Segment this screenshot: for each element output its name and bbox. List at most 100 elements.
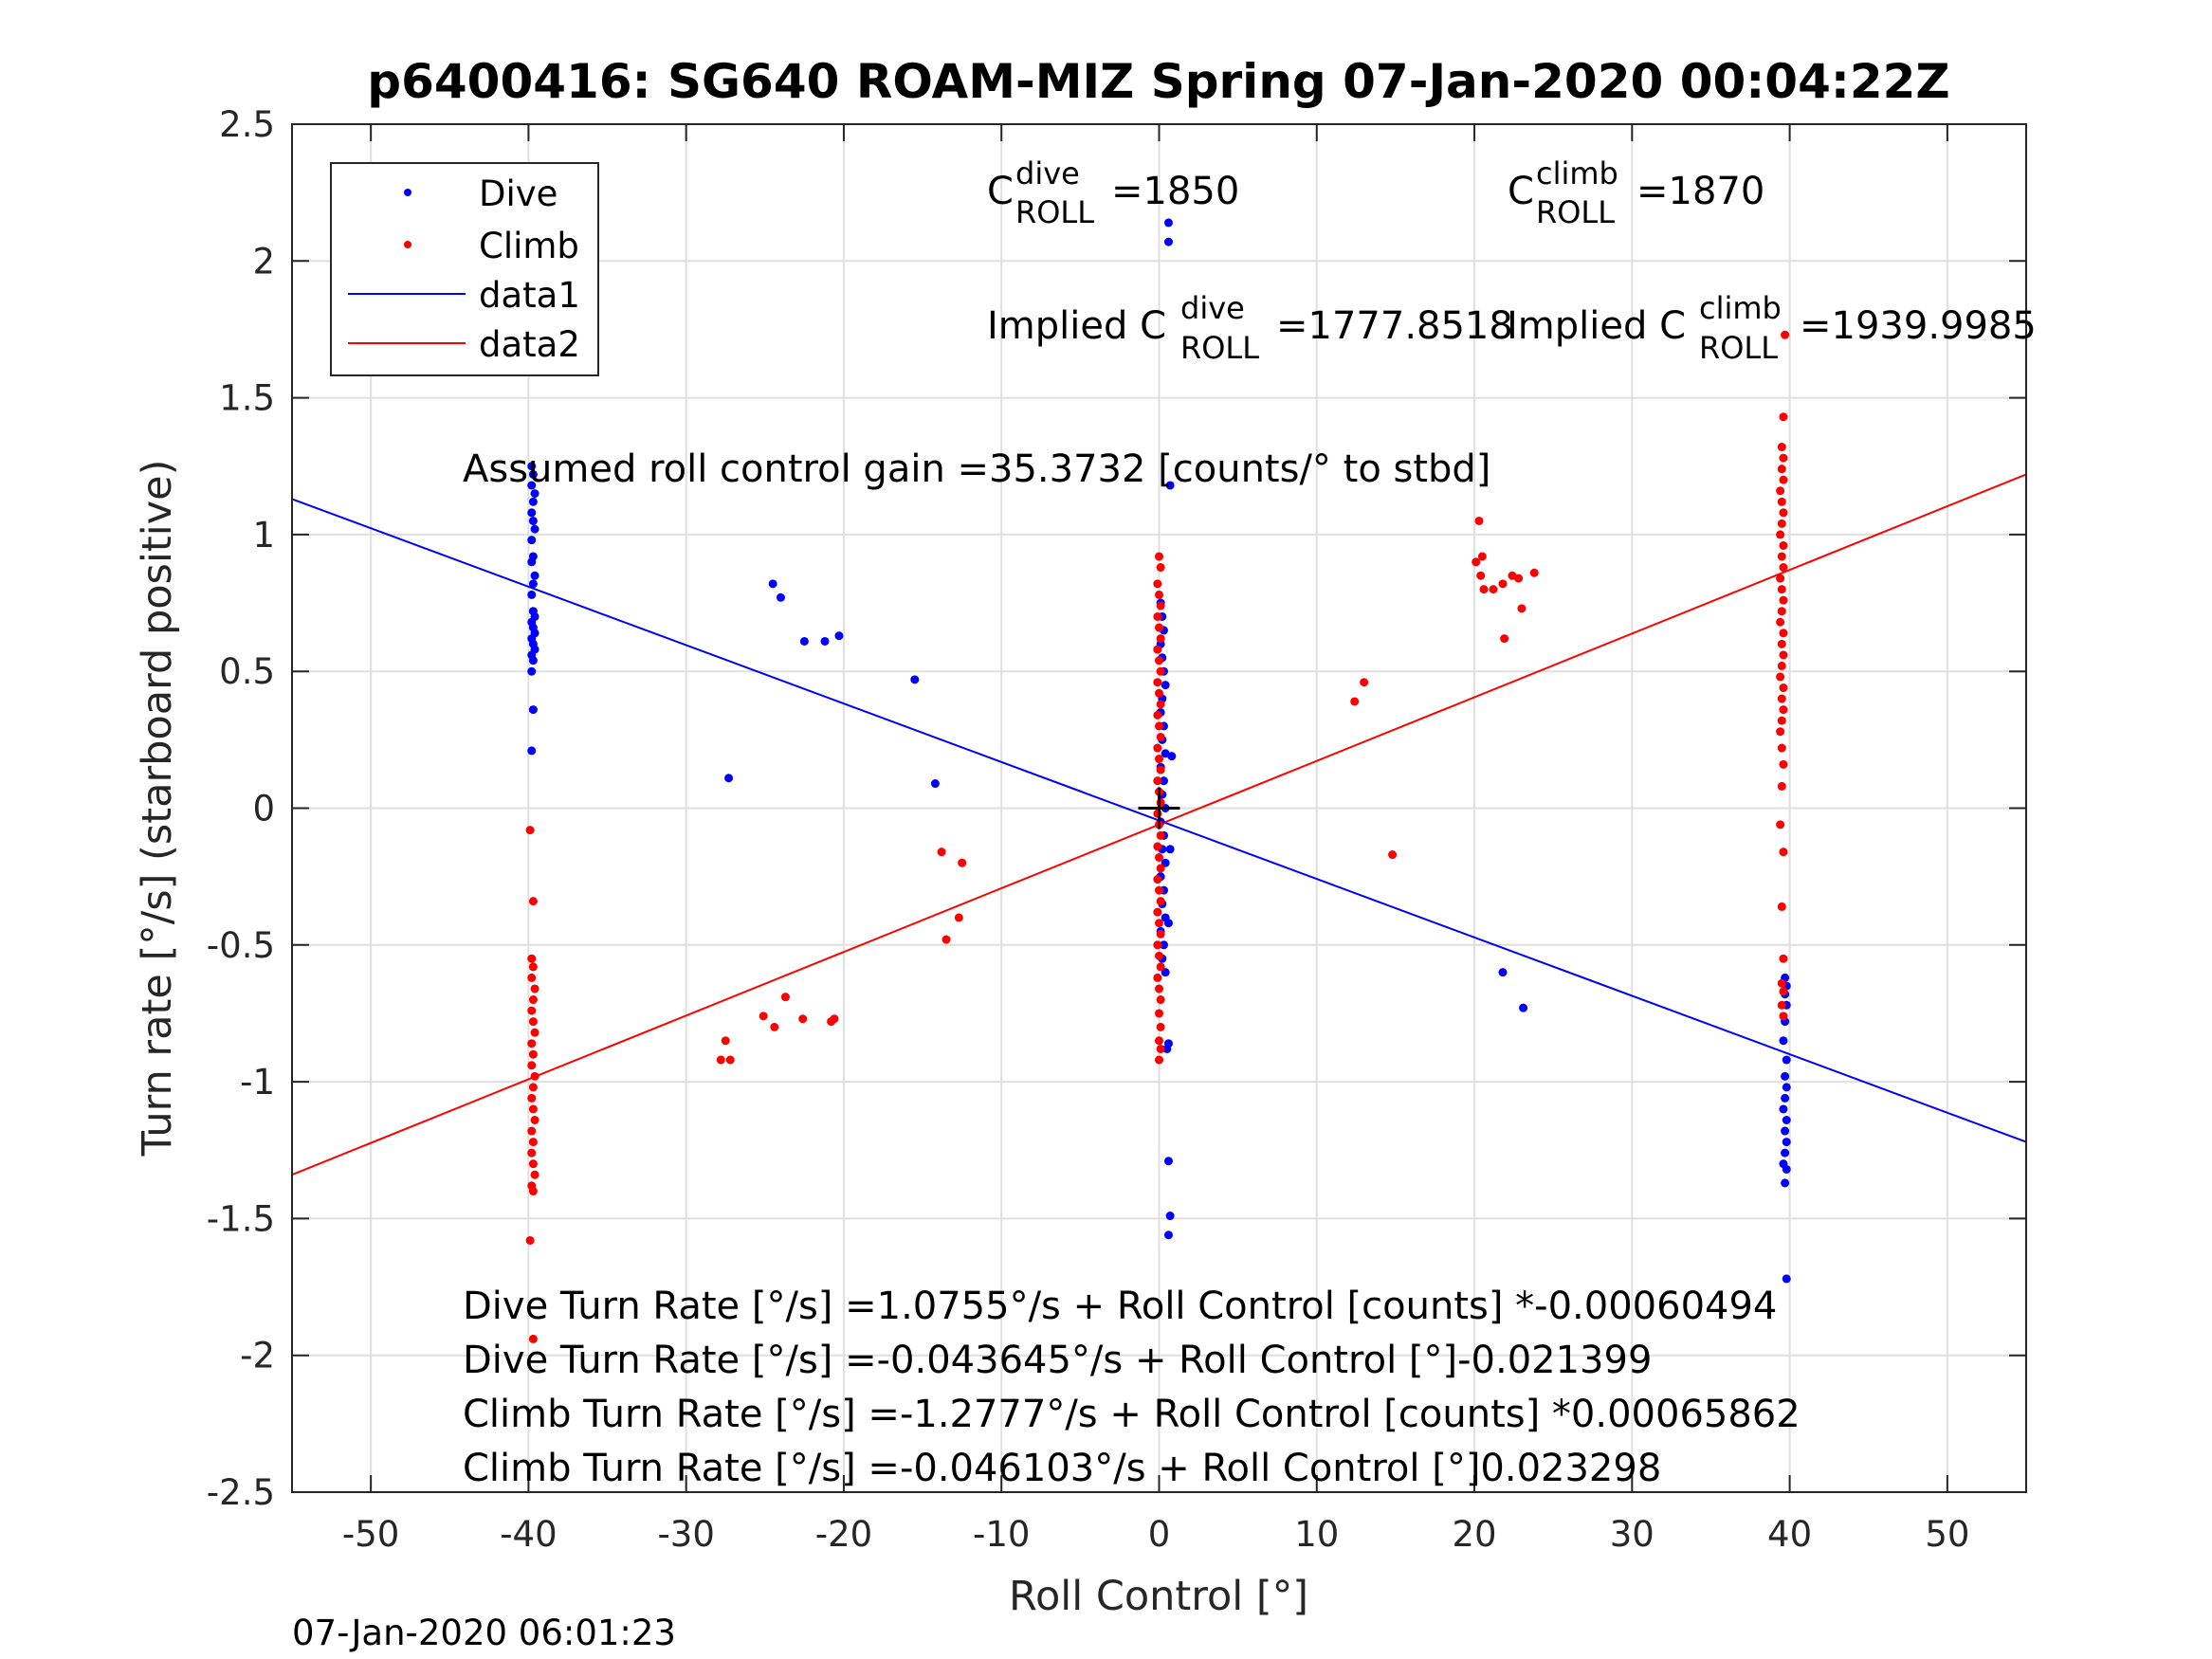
legend-data1-label: data1 [479, 275, 580, 316]
implied-dive-sup: dive [1180, 290, 1245, 326]
legend-dive-label: Dive [479, 173, 558, 214]
dive-point [1159, 940, 1168, 950]
dive-point [1782, 1083, 1791, 1092]
climb-point [1517, 604, 1526, 613]
climb-point [527, 1061, 537, 1070]
climb-point [725, 1055, 735, 1065]
climb-point [1153, 743, 1162, 753]
dive-point [1781, 1178, 1790, 1188]
climb-point [1153, 579, 1162, 589]
legend-box [330, 162, 599, 376]
climb-point [1777, 716, 1786, 725]
climb-point [1153, 875, 1162, 884]
climb-point [1476, 571, 1486, 580]
dive-point [1782, 1138, 1791, 1147]
climb-point [1153, 678, 1162, 687]
y-tick-label: 1.5 [219, 378, 275, 419]
dive-point [530, 524, 539, 534]
dive-point [1163, 1231, 1173, 1240]
climb-point [1153, 645, 1162, 654]
dive-point [1167, 752, 1177, 761]
x-tick-label: 20 [1452, 1514, 1496, 1555]
dive-point [527, 481, 537, 490]
climb-point [941, 935, 951, 944]
climb-point [770, 1022, 779, 1031]
climb-point [1777, 443, 1786, 452]
climb-point [527, 973, 537, 982]
climb-point [1155, 885, 1163, 895]
dive-point [528, 705, 538, 715]
climb-point [1360, 678, 1369, 687]
climb-point [1155, 919, 1163, 928]
climb-point [1779, 1012, 1788, 1021]
dive-point [834, 631, 844, 641]
climb-point [780, 993, 790, 1002]
x-tick-label: 30 [1610, 1514, 1654, 1555]
climb-point [527, 1093, 537, 1103]
climb-point [527, 1039, 537, 1048]
climb-point [1779, 759, 1788, 769]
implied-climb-sup: climb [1699, 290, 1782, 326]
climb-point [1776, 727, 1785, 737]
climb-point [1155, 590, 1163, 599]
climb-point [937, 848, 946, 857]
y-tick-label: -2 [240, 1336, 275, 1376]
dive-point [1782, 1055, 1791, 1065]
dive-point [527, 462, 537, 471]
climb-point [1474, 516, 1484, 525]
y-tick-labels: 2.5 2 1.5 1 0.5 0 -0.5 -1 -1.5 -2 -2.5 [207, 104, 275, 1513]
dive-point [1782, 1164, 1791, 1174]
climb-point [1156, 563, 1165, 573]
climb-point [1156, 765, 1165, 775]
dive-point [528, 516, 538, 525]
climb-point [527, 1126, 537, 1136]
dive-point [1163, 218, 1173, 228]
chart-title: p6400416: SG640 ROAM-MIZ Spring 07-Jan-2… [367, 54, 1949, 109]
climb-point [1779, 705, 1788, 715]
climb-point [1153, 611, 1162, 621]
climb-point [1155, 688, 1163, 698]
climb-point [1155, 755, 1163, 764]
climb-point [530, 1028, 539, 1037]
climb-point [1779, 453, 1788, 463]
climb-point [528, 897, 538, 906]
fit-equation-2: Dive Turn Rate [°/s] =-0.043645°/s + Rol… [463, 1339, 1652, 1382]
x-tick-label: -10 [973, 1514, 1030, 1555]
tick-marks [292, 123, 2026, 1493]
x-tick-label: -50 [342, 1514, 399, 1555]
dive-point [527, 590, 537, 599]
c-dive-sub: ROLL [1015, 194, 1094, 230]
climb-point [1153, 907, 1162, 917]
climb-point [1529, 568, 1539, 577]
climb-point [1153, 973, 1162, 982]
climb-point [1498, 579, 1508, 589]
climb-point [954, 913, 963, 922]
climb-point [1779, 475, 1788, 484]
climb-point [1489, 585, 1498, 594]
climb-point [1776, 530, 1785, 539]
climb-point [1156, 830, 1165, 840]
climb-point [1777, 639, 1786, 648]
climb-point [528, 995, 538, 1005]
climb-point [528, 1159, 538, 1169]
dive-point [1781, 1071, 1790, 1081]
dive-point [1781, 1126, 1790, 1136]
dive-point [1519, 1003, 1528, 1012]
dive-point [527, 508, 537, 518]
climb-point [1779, 563, 1788, 573]
c-dive-sup: dive [1015, 155, 1080, 191]
climb-point [1777, 781, 1786, 791]
climb-point [527, 954, 537, 963]
climb-point [528, 1138, 538, 1147]
climb-point [1155, 552, 1163, 561]
legend-climb-label: Climb [479, 226, 579, 266]
climb-point [1777, 519, 1786, 528]
climb-point [1777, 978, 1786, 988]
dive-point [1161, 681, 1170, 690]
implied-climb-sub: ROLL [1699, 330, 1778, 366]
y-tick-label: 0 [252, 789, 275, 830]
x-tick-labels: -50 -40 -30 -20 -10 0 10 20 30 40 50 [342, 1514, 1969, 1555]
dive-point [930, 779, 940, 789]
climb-point [1514, 574, 1524, 583]
x-tick-label: -20 [815, 1514, 872, 1555]
